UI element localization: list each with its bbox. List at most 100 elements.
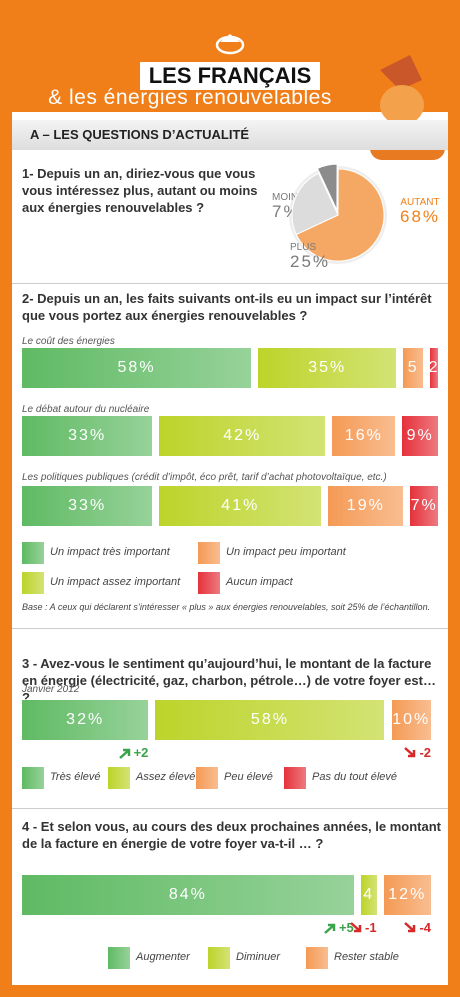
divider xyxy=(12,283,448,284)
bar: 9% xyxy=(402,416,438,456)
legend-label: Un impact peu important xyxy=(226,546,346,558)
bar: 10% xyxy=(391,700,431,740)
change-label: -4 xyxy=(419,920,431,935)
legend-swatch xyxy=(306,947,328,969)
value-label: 12% xyxy=(388,886,427,903)
bar: 33% xyxy=(22,486,153,526)
value-label: 33% xyxy=(68,427,107,444)
legend-swatch xyxy=(198,542,220,564)
legend-label: Diminuer xyxy=(236,951,281,963)
change-arrow xyxy=(118,748,130,759)
pie-slice xyxy=(295,168,385,262)
legend-label: Peu élevé xyxy=(224,771,273,783)
value-label: 32% xyxy=(66,711,105,728)
bar: 7% xyxy=(410,486,438,526)
change-label: -2 xyxy=(419,745,431,760)
value-label: 16% xyxy=(344,427,383,444)
value-label: 5 xyxy=(407,359,419,376)
bar: 58% xyxy=(22,348,252,388)
row-label: Janvier 2012 xyxy=(22,684,80,695)
bar: 4 xyxy=(360,875,377,915)
legend-swatch xyxy=(22,542,44,564)
value-label: 19% xyxy=(346,497,385,514)
legend-label: Très élevé xyxy=(50,771,101,783)
legend-swatch xyxy=(22,767,44,789)
arrow-shape xyxy=(324,923,336,934)
legend-swatch xyxy=(198,572,220,594)
legend-label: Un impact assez important xyxy=(50,576,181,588)
bar: 41% xyxy=(159,486,322,526)
pie-label: PLUS xyxy=(290,242,316,253)
section-title: A – LES QUESTIONS D’ACTUALITÉ xyxy=(12,120,448,150)
bar: 12% xyxy=(383,875,431,915)
pie-slice xyxy=(291,172,339,236)
subtitle: & les énergies renouvelables xyxy=(48,86,332,109)
question: 4 - Et selon vous, au cours des deux pro… xyxy=(22,819,442,851)
change-label: -1 xyxy=(365,920,377,935)
change-arrow xyxy=(350,921,362,932)
value-label: 84% xyxy=(168,886,207,903)
pie-slice xyxy=(316,163,338,211)
legend-label: Rester stable xyxy=(334,951,399,963)
change-label: +5 xyxy=(338,920,354,935)
question: 2- Depuis un an, les faits suivants ont-… xyxy=(22,291,432,323)
note: Base : A ceux qui déclarent s’intéresser… xyxy=(22,602,431,612)
change: +2 xyxy=(108,745,148,760)
legend-swatch xyxy=(284,767,306,789)
row-label: Le coût des énergies xyxy=(22,336,115,347)
pie-label: MOINS xyxy=(272,192,305,203)
legend-swatch xyxy=(108,767,130,789)
value-label: 4 xyxy=(363,886,375,903)
question: 1- Depuis un an, diriez-vous que vous vo… xyxy=(22,166,258,215)
change-arrow xyxy=(404,746,416,757)
value-label: 35% xyxy=(308,359,347,376)
change-arrow xyxy=(404,921,416,932)
legend-label: Un impact très important xyxy=(50,546,170,558)
divider xyxy=(12,628,448,629)
bar: 19% xyxy=(328,486,404,526)
value-label: 58% xyxy=(117,359,156,376)
pie-value-label: 68% xyxy=(400,207,440,226)
divider xyxy=(12,808,448,809)
legend-label: Assez élevé xyxy=(136,771,196,783)
value-label: 41% xyxy=(221,497,260,514)
change: +5 xyxy=(314,920,354,935)
legend-label: Augmenter xyxy=(136,951,190,963)
value-label: 58% xyxy=(250,711,289,728)
legend-label: Aucun impact xyxy=(226,576,293,588)
bar: 2 xyxy=(430,348,438,388)
legend-swatch xyxy=(22,572,44,594)
legend-label: Pas du tout élevé xyxy=(312,771,398,783)
bar: 33% xyxy=(22,416,153,456)
bar: 5 xyxy=(403,348,424,388)
arrow-shape xyxy=(404,746,416,757)
legend-swatch xyxy=(196,767,218,789)
value-label: 10% xyxy=(392,711,431,728)
row-label: Les politiques publiques (crédit d’impôt… xyxy=(22,472,387,483)
row-label: Le débat autour du nucléaire xyxy=(22,404,150,415)
change: -1 xyxy=(337,920,377,935)
question: 3 - Avez-vous le sentiment qu’aujourd’hu… xyxy=(22,656,436,705)
bar: 35% xyxy=(258,348,397,388)
panel xyxy=(12,112,448,985)
value-label: 9% xyxy=(406,427,434,444)
value-label: 33% xyxy=(68,497,107,514)
arrow-shape xyxy=(404,921,416,932)
pie-label: AUTANT xyxy=(400,197,439,208)
title: LES FRANÇAIS xyxy=(140,62,320,90)
value-label: 2 xyxy=(430,359,438,376)
arrow-shape xyxy=(118,748,130,759)
change: -4 xyxy=(391,920,431,935)
logo xyxy=(215,34,245,55)
bar: 32% xyxy=(22,700,149,740)
value-label: 7% xyxy=(410,497,438,514)
arrow-shape xyxy=(350,921,362,932)
legend-swatch xyxy=(208,947,230,969)
pie-value-label: 25% xyxy=(290,252,330,271)
change-label: +2 xyxy=(133,745,149,760)
legend-swatch xyxy=(108,947,130,969)
bar: 42% xyxy=(159,416,326,456)
bar: 58% xyxy=(155,700,385,740)
